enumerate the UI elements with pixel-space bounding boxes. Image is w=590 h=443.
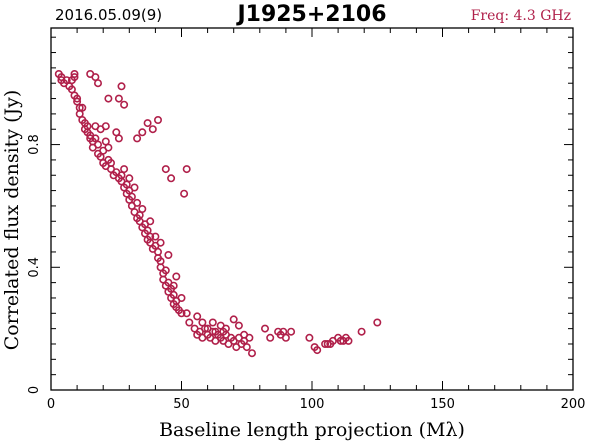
data-point — [154, 116, 163, 125]
data-point — [198, 318, 207, 327]
data-point — [164, 251, 173, 260]
data-point — [208, 318, 217, 327]
data-point — [211, 327, 220, 336]
x-tick-label: 150 — [430, 397, 455, 412]
data-point — [180, 189, 189, 198]
data-point — [287, 327, 296, 336]
data-point — [182, 309, 191, 318]
data-point — [138, 205, 147, 214]
data-point — [321, 339, 330, 348]
data-point — [120, 165, 129, 174]
data-point — [78, 103, 87, 112]
y-tick-label: 0 — [27, 386, 42, 394]
data-point — [138, 128, 147, 137]
data-point — [234, 321, 243, 330]
data-point — [125, 174, 134, 183]
data-point — [70, 73, 79, 82]
data-point — [242, 343, 251, 352]
data-point — [70, 70, 79, 79]
data-point — [151, 232, 160, 241]
data-point — [117, 82, 126, 91]
x-tick-label: 100 — [300, 397, 325, 412]
data-point — [146, 217, 155, 226]
data-point — [167, 174, 176, 183]
data-point — [133, 134, 142, 143]
frequency-label: Freq: 4.3 GHz — [471, 8, 571, 24]
data-point — [260, 324, 269, 333]
y-axis-label: Correlated flux density (Jy) — [1, 90, 23, 351]
data-point — [156, 238, 165, 247]
data-point — [266, 333, 275, 342]
data-point — [177, 309, 186, 318]
data-point — [94, 79, 103, 88]
y-tick-label: 0.8 — [27, 134, 42, 155]
data-point — [143, 119, 152, 128]
data-point — [133, 198, 142, 207]
data-point — [203, 324, 212, 333]
data-point — [185, 318, 194, 327]
x-axis-label: Baseline length projection (Mλ) — [159, 419, 465, 441]
data-point — [248, 349, 257, 358]
data-point — [245, 333, 254, 342]
data-point — [219, 327, 228, 336]
data-point — [344, 336, 353, 345]
data-point — [114, 94, 123, 103]
observation-date: 2016.05.09(9) — [55, 6, 162, 24]
chart-title: J1925+2106 — [235, 2, 386, 27]
data-point — [281, 333, 290, 342]
data-point — [336, 336, 345, 345]
data-point — [172, 272, 181, 281]
data-point — [229, 315, 238, 324]
data-point — [104, 143, 113, 152]
data-point — [357, 327, 366, 336]
data-point — [104, 94, 113, 103]
x-tick-label: 0 — [47, 397, 55, 412]
data-point — [120, 100, 129, 109]
axis-ticks — [50, 28, 574, 391]
data-point — [101, 122, 110, 131]
data-point — [169, 281, 178, 290]
data-point — [114, 134, 123, 143]
data-point — [94, 140, 103, 149]
data-point — [161, 165, 170, 174]
axis-tick-labels: 0 50 100 150 200 0 0.4 0.8 — [27, 134, 585, 412]
data-point — [193, 312, 202, 321]
x-tick-label: 50 — [173, 397, 190, 412]
data-points — [54, 70, 382, 358]
data-point — [323, 339, 332, 348]
data-point — [182, 165, 191, 174]
data-point — [148, 125, 157, 134]
data-point — [127, 192, 136, 201]
x-tick-label: 200 — [561, 397, 586, 412]
data-point — [177, 293, 186, 302]
y-tick-label: 0.4 — [27, 257, 42, 278]
data-point — [373, 318, 382, 327]
data-point — [313, 346, 322, 355]
data-point — [107, 159, 116, 168]
data-point — [130, 183, 139, 192]
data-point — [305, 333, 314, 342]
data-point — [73, 94, 82, 103]
data-point — [161, 266, 170, 275]
